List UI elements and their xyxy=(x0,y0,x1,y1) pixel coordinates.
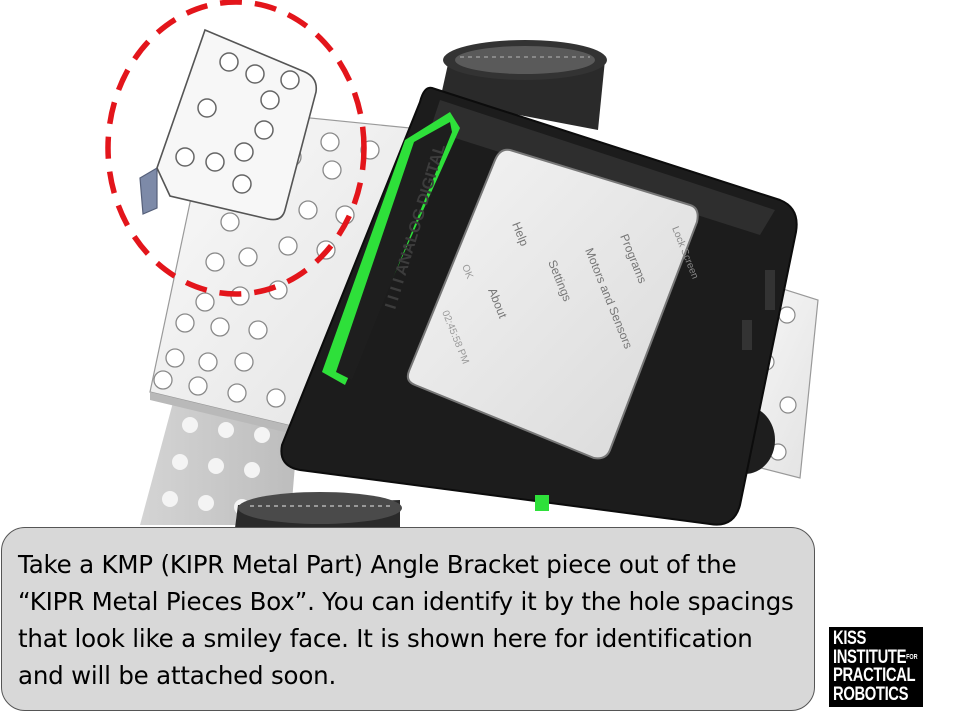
logo-line-robotics: ROBOTICS xyxy=(833,683,909,705)
screen-status: OK xyxy=(459,263,475,281)
logo-line-institute: INSTITUTE xyxy=(833,646,907,668)
logo-line-practical: PRACTICAL xyxy=(833,665,916,686)
caption-box: Take a KMP (KIPR Metal Part) Angle Brack… xyxy=(1,527,815,711)
caption-text: Take a KMP (KIPR Metal Part) Angle Brack… xyxy=(18,550,794,690)
logo-line-for: FOR xyxy=(906,653,918,661)
lower-plate-shadow xyxy=(140,395,300,525)
logo-line-kiss: KISS xyxy=(833,628,867,649)
kipr-logo-icon: KISS INSTITUTEFOR PRACTICAL ROBOTICS xyxy=(829,627,923,707)
angle-bracket-icon xyxy=(139,28,318,221)
wheel-icon xyxy=(440,40,607,130)
highlight-circle-icon xyxy=(105,0,367,297)
bottom-wheel xyxy=(235,492,402,528)
